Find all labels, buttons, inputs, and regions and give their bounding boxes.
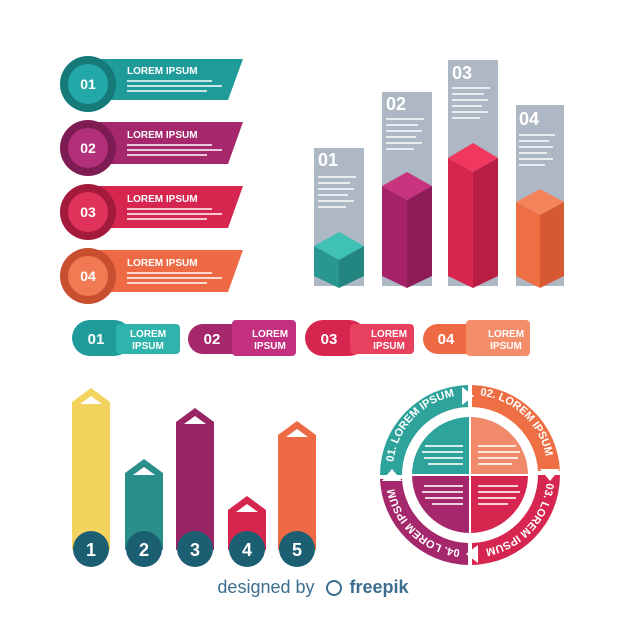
arrow-number: 4 [242,540,252,560]
pill-line2: IPSUM [490,341,522,352]
arrow-number: 5 [292,540,302,560]
quadrant-text-lines [422,445,520,505]
pill-line1: LOREM [130,329,166,340]
ring-segment-01[interactable] [380,385,468,475]
pill-tag-04[interactable]: 04 LOREM IPSUM [423,320,530,356]
pill-tag-01[interactable]: 01 LOREM IPSUM [72,320,180,356]
bar3d-number: 04 [519,109,539,129]
arrow-number: 1 [86,540,96,560]
arrow-column-2: 2 [125,459,163,567]
banner-title: LOREM IPSUM [127,130,198,141]
pill-number: 01 [88,331,105,348]
arrow-number: 2 [139,540,149,560]
banner-04[interactable]: 04 LOREM IPSUM [60,248,243,304]
banner-text-lines [127,80,222,92]
bar3d-number: 03 [452,63,472,83]
ring-segment-03[interactable] [472,475,560,565]
arrow-column-3: 3 [176,408,214,567]
bar3d-prism-04 [516,189,564,288]
credit-brand: freepik [349,577,409,597]
banner-title: LOREM IPSUM [127,66,198,77]
pill-number: 04 [438,331,455,348]
arrow-column-chart: 1 2 3 4 5 [72,388,316,567]
bar-3d-infographic: 01 02 03 04 [314,60,564,288]
bar3d-text-lines [318,87,555,208]
banner-number: 02 [80,140,96,156]
pill-number: 02 [204,331,221,348]
pill-tag-02[interactable]: 02 LOREM IPSUM [188,320,296,356]
ring-segment-04[interactable] [380,479,468,565]
arrow-column-4: 4 [228,496,266,567]
banner-number: 03 [80,204,96,220]
banner-02[interactable]: 02 LOREM IPSUM [60,120,243,176]
arrow-column-5: 5 [278,421,316,567]
arrow-column-1: 1 [72,388,110,567]
banner-title: LOREM IPSUM [127,194,198,205]
ring-segment-02[interactable] [472,385,560,471]
banner-title: LOREM IPSUM [127,258,198,269]
banner-number: 04 [80,268,96,284]
bar3d-number: 02 [386,94,406,114]
pill-line1: LOREM [488,329,524,340]
arrow-number: 3 [190,540,200,560]
freepik-logo-icon [325,580,342,596]
bar3d-number: 01 [318,150,338,170]
banner-number: 01 [80,76,96,92]
banner-03[interactable]: 03 LOREM IPSUM [60,184,243,240]
pill-line2: IPSUM [254,341,286,352]
pill-tag-03[interactable]: 03 LOREM IPSUM [305,320,414,356]
banner-01[interactable]: 01 LOREM IPSUM [60,56,243,112]
bar3d-prism-03 [448,143,498,288]
banner-text-lines [127,208,222,220]
pill-line2: IPSUM [373,341,405,352]
credit-footer: designed by freepik [0,577,626,598]
pill-line2: IPSUM [132,341,164,352]
banner-text-lines [127,144,222,156]
circular-cycle-diagram: 01. LOREM IPSUM 02. LOREM IPSUM 03. LORE… [380,385,560,565]
banner-text-lines [127,272,222,284]
bar3d-prism-02 [382,172,432,288]
pill-number: 03 [321,331,338,348]
credit-prefix: designed by [217,577,315,597]
pill-line1: LOREM [252,329,288,340]
pill-tag-row: 01 LOREM IPSUM 02 LOREM IPSUM 03 LOREM I… [72,320,530,356]
pill-line1: LOREM [371,329,407,340]
inner-quadrants [410,415,530,535]
numbered-banner-list: 01 LOREM IPSUM 02 LOREM IPSUM 03 LOREM I… [60,56,243,304]
bar3d-prism-01 [314,232,364,288]
